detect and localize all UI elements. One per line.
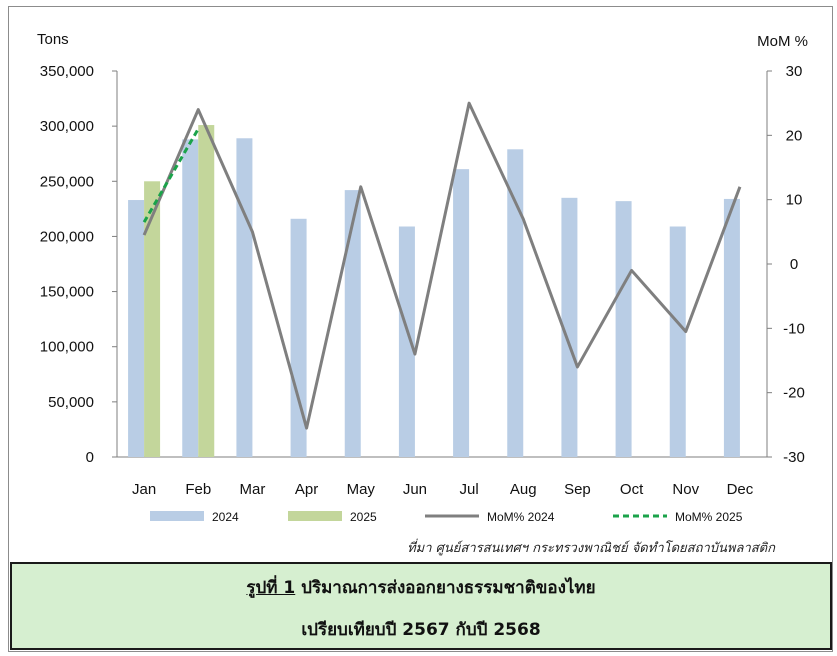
right-tick-label: 0	[790, 256, 798, 273]
legend-swatch-2024	[150, 511, 204, 521]
x-tick-label: Apr	[295, 481, 318, 498]
figure-caption: รูปที่ 1 ปริมาณการส่งออกยางธรรมชาติของไท…	[10, 562, 832, 650]
right-tick-label: 20	[786, 127, 803, 144]
x-tick-label: Aug	[510, 481, 537, 498]
caption-title-1: ปริมาณการส่งออกยางธรรมชาติของไทย	[301, 578, 596, 598]
x-tick-label: Dec	[727, 481, 754, 498]
x-tick-label: Oct	[620, 481, 644, 498]
export-chart: Tons MoM % 0 50,000 100,000 150,000 200,000 250…	[37, 31, 808, 524]
right-tick-label: -10	[783, 320, 805, 337]
legend-label: 2024	[212, 510, 239, 524]
left-tick-label: 300,000	[40, 118, 94, 135]
bar-2024	[128, 200, 145, 457]
bar-2024	[561, 197, 578, 458]
bar-2024	[344, 190, 361, 457]
bar-2024	[615, 201, 632, 457]
right-axis-title: MoM %	[757, 33, 808, 50]
left-tick-label: 150,000	[40, 284, 94, 301]
legend-label: MoM% 2025	[675, 510, 743, 524]
right-tick-label: -20	[783, 385, 805, 402]
left-tick-label: 350,000	[40, 63, 94, 80]
legend-label: 2025	[350, 510, 377, 524]
right-tick-label: -30	[783, 449, 805, 466]
x-tick-label: Feb	[185, 481, 211, 498]
bar-2024	[669, 226, 686, 457]
line-MoM-2024	[142, 101, 742, 430]
x-tick-label: Nov	[672, 481, 699, 498]
bar-2024	[507, 149, 524, 457]
left-tick-label: 0	[86, 449, 94, 466]
left-tick-label: 250,000	[40, 173, 94, 190]
legend-label: MoM% 2024	[487, 510, 555, 524]
x-tick-label: Jul	[459, 481, 478, 498]
bar-2024	[182, 139, 199, 457]
source-note: ที่มา ศูนย์สารสนเทศฯ กระทรวงพาณิชย์ จัดท…	[407, 541, 775, 556]
bar-2024	[398, 226, 415, 457]
x-tick-label: Jan	[132, 481, 156, 498]
caption-title-2: เปรียบเทียบปี 2567 กับปี 2568	[301, 620, 541, 640]
bar-2025	[198, 125, 215, 457]
bar-2024	[453, 169, 470, 457]
bar-2025	[144, 181, 161, 458]
left-tick-label: 100,000	[40, 339, 94, 356]
x-tick-label: Mar	[239, 481, 265, 498]
bar-2024	[290, 218, 307, 457]
caption-line-1: รูปที่ 1 ปริมาณการส่งออกยางธรรมชาติของไท…	[12, 574, 830, 601]
x-tick-label: May	[347, 481, 376, 498]
right-tick-label: 30	[786, 63, 803, 80]
left-tick-label: 50,000	[48, 394, 94, 411]
bar-2024	[236, 138, 253, 457]
legend-swatch-2025	[288, 511, 342, 521]
left-tick-label: 200,000	[40, 228, 94, 245]
right-tick-label: 10	[786, 192, 803, 209]
line-MoM-2025	[142, 128, 200, 223]
left-axis-title: Tons	[37, 31, 69, 48]
figure-label: รูปที่ 1	[246, 578, 296, 598]
x-tick-label: Jun	[403, 481, 427, 498]
bar-2024	[723, 198, 740, 457]
x-tick-label: Sep	[564, 481, 591, 498]
